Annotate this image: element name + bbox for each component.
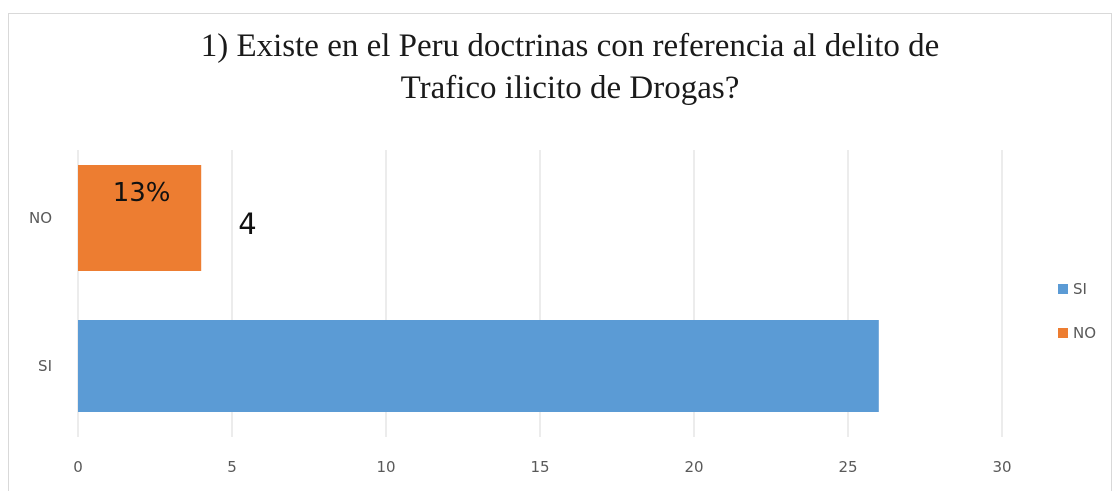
legend-swatch-si	[1058, 284, 1068, 294]
chart-title-line-1: 1) Existe en el Peru doctrinas con refer…	[200, 28, 940, 64]
legend-label-no: NO	[1073, 324, 1096, 342]
data-label-value-no: 4	[238, 207, 256, 241]
x-tick-label-30: 30	[992, 458, 1011, 476]
legend-swatch-no	[1058, 328, 1068, 338]
data-label-percent-no: 13%	[113, 178, 171, 208]
x-tick-label-25: 25	[838, 458, 857, 476]
category-label-no: NO	[29, 209, 52, 227]
category-label-si: SI	[38, 357, 52, 375]
x-tick-label-10: 10	[376, 458, 395, 476]
legend-label-si: SI	[1073, 280, 1087, 298]
chart-title-line-2: Trafico ilicito de Drogas?	[400, 70, 740, 106]
chart-title: 1) Existe en el Peru doctrinas con refer…	[0, 25, 1120, 109]
x-tick-label-0: 0	[73, 458, 83, 476]
bar-si[interactable]	[78, 320, 879, 412]
x-tick-label-15: 15	[530, 458, 549, 476]
bar-no[interactable]	[78, 165, 202, 271]
x-tick-label-20: 20	[684, 458, 703, 476]
x-tick-label-5: 5	[227, 458, 237, 476]
